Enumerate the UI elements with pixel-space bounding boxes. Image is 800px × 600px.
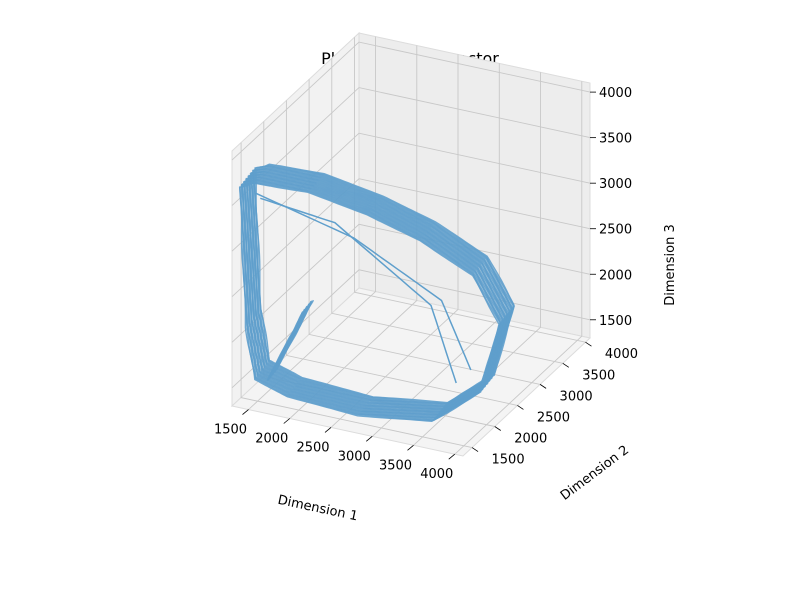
grid-line-z: [231, 178, 591, 298]
x-tick-label: 3500: [379, 458, 412, 473]
y-tick-label: 2500: [537, 410, 570, 425]
x-tick-mark: [242, 409, 249, 415]
z-tick-label: 3000: [599, 177, 632, 192]
y-tick-mark: [517, 405, 524, 410]
x-tick-mark: [407, 444, 414, 451]
z-tick-label: 4000: [599, 86, 632, 101]
z-axis-label: Dimension 3: [663, 224, 678, 306]
grid-line-z: [231, 41, 591, 161]
y-tick-mark: [494, 426, 501, 431]
x-tick-mark: [365, 436, 373, 442]
grid-line-x: [248, 36, 376, 410]
attractor-line: [251, 167, 513, 408]
z-tick-label: 1500: [599, 314, 632, 329]
x-tick-label: 4000: [420, 467, 453, 482]
x-tick-label: 1500: [214, 423, 247, 438]
grid-line-x: [454, 81, 583, 455]
grid-line-x: [330, 54, 459, 428]
attractor-trace: [238, 163, 515, 423]
attractor-line: [255, 192, 472, 371]
axes-ticks: 1500 2000 2500 3000 3500 4000 1500 2000 2500 3000…: [214, 86, 638, 482]
back-pane: [358, 32, 591, 339]
y-tick-label: 3000: [560, 389, 593, 404]
z-tick-label: 3500: [599, 132, 632, 147]
x-tick-label: 2500: [296, 440, 329, 455]
z-tick-label: 2000: [599, 268, 632, 283]
x-tick-label: 3000: [338, 449, 371, 464]
y-tick-label: 4000: [605, 347, 638, 362]
attractor-line: [253, 164, 515, 405]
attractor-line: [260, 197, 457, 384]
x-tick-label: 2000: [255, 432, 288, 447]
x-axis-label: Dimension 1: [276, 493, 359, 525]
grid-line-x: [289, 45, 418, 419]
y-tick-mark: [585, 341, 592, 347]
grid-line-z: [231, 223, 591, 343]
z-tick-label: 2500: [599, 223, 632, 238]
x-tick-mark: [283, 418, 291, 424]
attractor-line: [275, 299, 315, 370]
y-tick-mark: [562, 362, 570, 368]
y-tick-label: 1500: [492, 453, 525, 468]
y-tick-label: 3500: [582, 368, 615, 383]
y-tick-mark: [539, 384, 547, 389]
y-axis-label: Dimension 2: [558, 443, 632, 504]
attractor-line: [244, 175, 506, 416]
y-tick-label: 2000: [514, 432, 547, 447]
y-tick-mark: [471, 447, 479, 452]
x-tick-mark: [324, 427, 332, 433]
grid-line-z: [231, 132, 591, 252]
grid-line-y: [331, 58, 563, 364]
x-tick-mark: [448, 453, 456, 460]
grid-line-y: [308, 79, 541, 385]
attractor-line: [254, 163, 515, 404]
